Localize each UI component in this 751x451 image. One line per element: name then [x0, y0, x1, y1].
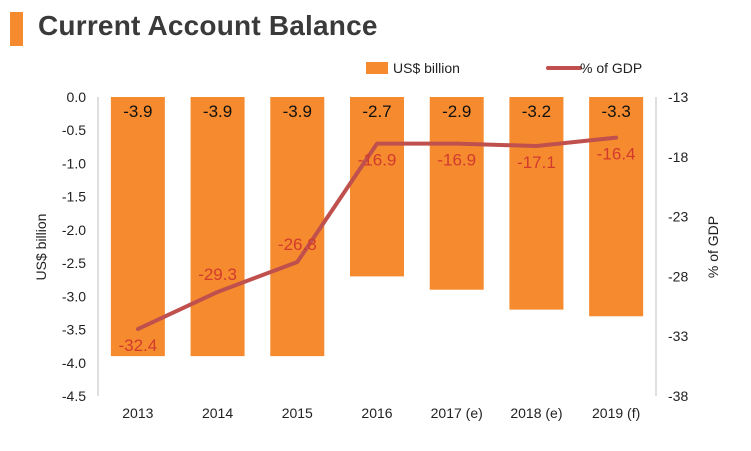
y-tick-label: -2.0	[62, 222, 86, 238]
x-tick-label: 2016	[361, 405, 392, 421]
y-tick-label: 0.0	[67, 89, 87, 105]
y-tick-label: -4.5	[62, 388, 86, 404]
line-value-label: -26.8	[278, 235, 317, 254]
x-tick-label: 2014	[202, 405, 233, 421]
legend-label-bar: US$ billion	[393, 60, 460, 76]
x-tick-label: 2017 (e)	[431, 405, 483, 421]
y-tick-label: -3.0	[62, 288, 86, 304]
bar-value-label: -3.2	[522, 102, 551, 121]
x-tick-label: 2015	[282, 405, 313, 421]
legend-swatch-bar	[366, 62, 388, 74]
bar-value-label: -3.9	[283, 102, 312, 121]
bar-value-label: -3.9	[203, 102, 232, 121]
y2-tick-label: -13	[668, 89, 688, 105]
line-value-label: -17.1	[517, 153, 556, 172]
y-tick-label: -1.5	[62, 189, 86, 205]
y2-axis-title: % of GDP	[705, 216, 721, 278]
line-value-label: -32.4	[118, 336, 157, 355]
x-tick-label: 2019 (f)	[592, 405, 640, 421]
bar-2016	[350, 97, 404, 277]
title-accent-bar	[10, 12, 23, 46]
bar-value-label: -2.7	[362, 102, 391, 121]
bar-2014	[190, 97, 245, 357]
chart-title: Current Account Balance	[38, 10, 378, 41]
bar-2019	[589, 97, 644, 317]
y2-tick-label: -38	[668, 388, 688, 404]
y-tick-label: -1.0	[62, 155, 86, 171]
y-tick-label: -0.5	[62, 122, 86, 138]
gdp-line	[135, 135, 619, 332]
x-tick-label: 2018 (e)	[510, 405, 562, 421]
y-tick-label: -4.0	[62, 355, 86, 371]
bar-value-label: -3.9	[123, 102, 152, 121]
line-value-label: -16.9	[358, 151, 397, 170]
y2-tick-label: -28	[668, 268, 688, 284]
y-axis-title: US$ billion	[33, 214, 49, 281]
line-value-label: -29.3	[198, 265, 237, 284]
y2-tick-label: -23	[668, 209, 688, 225]
bar-2013	[110, 97, 165, 357]
y-tick-label: -2.5	[62, 255, 86, 271]
y2-tick-label: -33	[668, 328, 688, 344]
bar-2018	[509, 97, 564, 310]
legend-label-line: % of GDP	[580, 60, 642, 76]
bar-2015	[270, 97, 325, 357]
bar-2017	[429, 97, 484, 290]
bar-value-label: -3.3	[601, 102, 630, 121]
line-value-label: -16.9	[437, 151, 476, 170]
y-tick-label: -3.5	[62, 322, 86, 338]
y2-tick-label: -18	[668, 149, 688, 165]
bar-value-label: -2.9	[442, 102, 471, 121]
line-value-label: -16.4	[597, 145, 636, 164]
x-tick-label: 2013	[122, 405, 153, 421]
